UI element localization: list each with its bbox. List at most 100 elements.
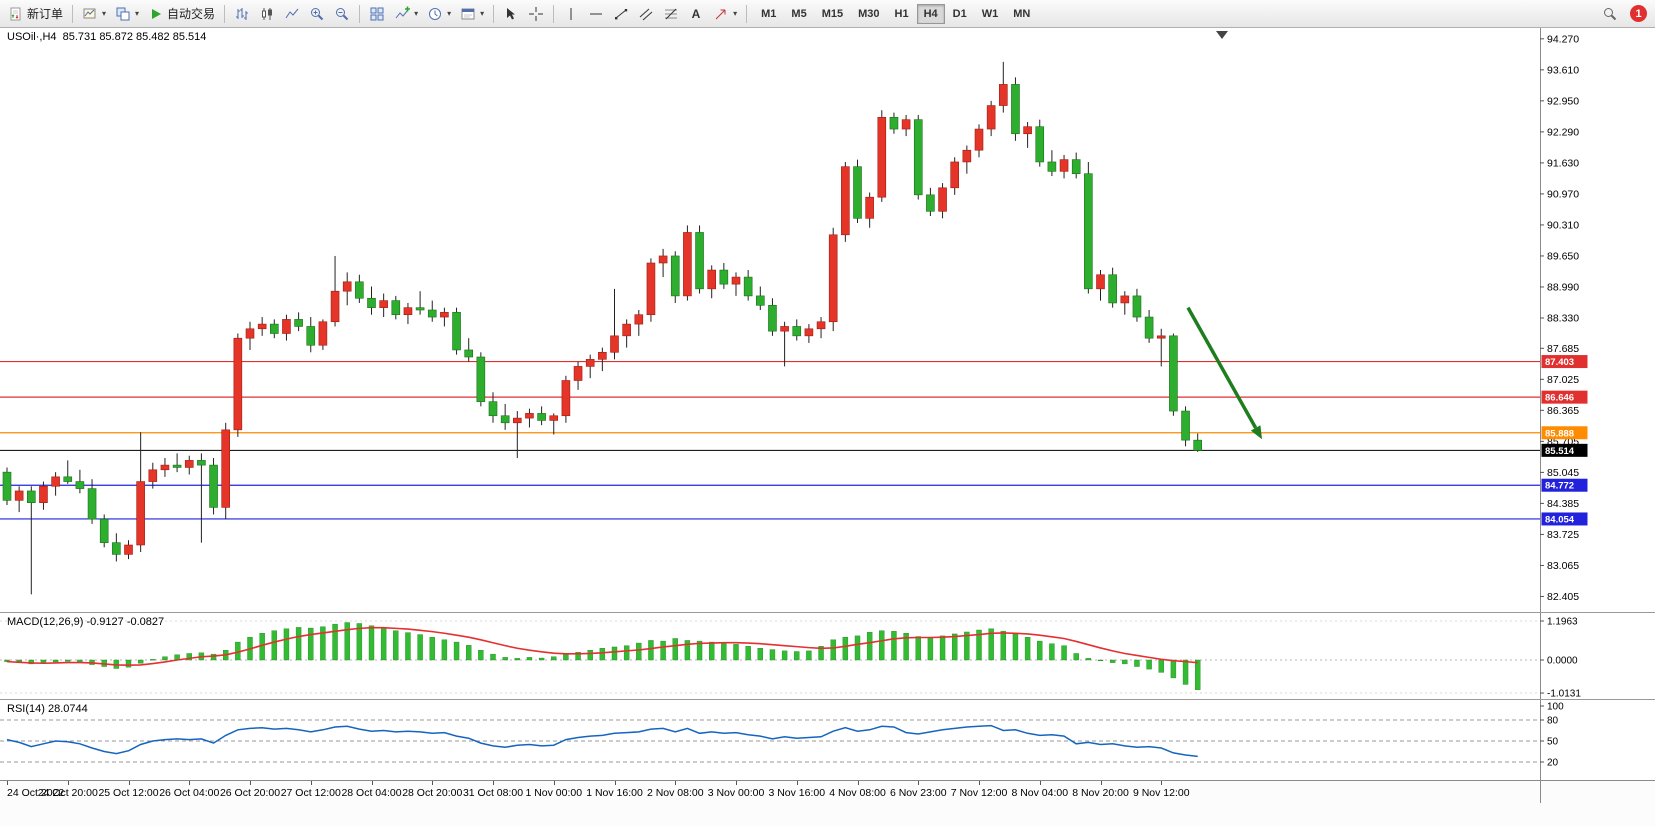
horizontal-line-button[interactable] [584, 3, 608, 25]
profiles-button[interactable]: ▾ [111, 3, 143, 25]
candle-up [634, 314, 644, 325]
candle-down [1132, 295, 1142, 318]
templates-icon [460, 6, 476, 22]
bar-chart-button[interactable] [230, 3, 254, 25]
macd-bar [1000, 631, 1006, 661]
macd-bar [429, 636, 435, 661]
timeframe-M30[interactable]: M30 [858, 7, 880, 20]
candle-up [136, 481, 145, 546]
macd-canvas[interactable]: 1.1963 0.0000 -1.0131 [0, 613, 1655, 699]
candle-down [452, 312, 461, 351]
candle-up [962, 149, 972, 163]
periods-button[interactable]: ▾ [423, 3, 455, 25]
text-icon: A [688, 6, 704, 22]
zoom-out-button[interactable] [330, 3, 354, 25]
macd-bar [842, 636, 849, 661]
macd-bar [599, 648, 606, 661]
vertical-line-button[interactable] [559, 3, 583, 25]
candle-up [780, 326, 789, 332]
zoom-in-button[interactable] [305, 3, 329, 25]
macd-bar [769, 649, 776, 661]
price-tick-label: 92.290 [1547, 126, 1579, 138]
candle-up [707, 269, 717, 290]
trendline-button[interactable] [609, 3, 633, 25]
candle-up [1120, 295, 1130, 304]
time-tick [189, 781, 191, 785]
tile-windows-button[interactable] [365, 3, 389, 25]
price-tag-label: 86.646 [1545, 393, 1574, 404]
cursor-button[interactable] [499, 3, 523, 25]
time-tick-label: 26 Oct 20:00 [219, 787, 281, 799]
arrows-button[interactable]: ▾ [709, 3, 741, 25]
macd-bar [393, 630, 399, 661]
timeframe-H4[interactable]: H4 [916, 3, 945, 24]
search-button[interactable] [1598, 3, 1622, 25]
timeframe-M1[interactable]: M1 [761, 7, 777, 20]
timeframe-W1[interactable]: W1 [981, 7, 999, 20]
time-tick-label: 8 Nov 20:00 [1072, 787, 1129, 799]
horizontal-lines [0, 360, 1540, 520]
price-tick-label: 87.025 [1547, 374, 1579, 386]
candle-down [427, 309, 437, 318]
macd-bar [1158, 659, 1164, 673]
time-tick [918, 781, 920, 785]
time-tick-label: 4 Nov 08:00 [829, 787, 886, 799]
main-chart-canvas[interactable]: 94.270 93.610 92.950 92.290 91.630 90.970 90.3… [0, 28, 1655, 612]
macd-bar [150, 659, 156, 661]
timeframe-MN[interactable]: MN [1013, 7, 1031, 20]
crosshair-button[interactable] [524, 3, 548, 25]
macd-panel[interactable]: 1.1963 0.0000 -1.0131 MACD(12,26,9) -0.912… [0, 612, 1655, 699]
price-tick-label: 90.310 [1547, 219, 1579, 231]
chart-shift-marker[interactable] [1216, 31, 1228, 39]
dropdown-caret: ▾ [135, 9, 140, 18]
equidistant-channel-button[interactable] [634, 3, 658, 25]
templates-button[interactable]: ▾ [456, 3, 488, 25]
dropdown-caret: ▾ [480, 9, 485, 18]
indicators-button[interactable]: ▾ [390, 3, 422, 25]
macd-bar [806, 650, 812, 661]
candle-down [488, 401, 498, 417]
macd-tick-label: 1.1963 [1547, 617, 1578, 628]
timeframe-D1[interactable]: D1 [952, 7, 967, 20]
candle-down [768, 304, 777, 332]
time-axis[interactable]: 24 Oct 2022 24 Oct 20:00 25 Oct 12:00 26 Oc… [0, 780, 1655, 803]
candlestick-chart-button[interactable] [255, 3, 279, 25]
macd-bar [1061, 645, 1067, 661]
macd-bar [709, 641, 715, 661]
line-chart-icon [284, 6, 300, 22]
time-tick-label: 2 Nov 08:00 [646, 787, 704, 799]
candle-up [598, 351, 607, 360]
price-axis[interactable]: 94.270 93.610 92.950 92.290 91.630 90.970 90.3… [1540, 33, 1579, 603]
macd-bar [466, 645, 472, 661]
macd-bar [453, 641, 460, 661]
price-tag-label: 85.514 [1545, 446, 1575, 457]
down-arrow-object[interactable] [1186, 306, 1258, 429]
candle-up [379, 300, 388, 308]
macd-bar [648, 640, 654, 661]
down-arrow-head[interactable] [1250, 425, 1262, 440]
main-chart-panel[interactable]: 94.270 93.610 92.950 92.290 91.630 90.970 90.3… [0, 28, 1655, 612]
notification-badge[interactable]: 1 [1630, 5, 1647, 22]
price-tag [1541, 426, 1588, 440]
auto-trading-button[interactable]: 自动交易 [144, 3, 219, 25]
macd-bar [660, 640, 666, 661]
fibonacci-button[interactable] [659, 3, 683, 25]
macd-bar [308, 627, 314, 661]
candle-down [1181, 410, 1190, 441]
rsi-canvas[interactable]: 100 80 50 20 [0, 700, 1655, 780]
line-chart-button[interactable] [280, 3, 304, 25]
candle-up [282, 319, 291, 334]
timeframe-M5[interactable]: M5 [791, 7, 807, 20]
macd-bar [1182, 659, 1189, 685]
time-tick [310, 781, 312, 785]
new-chart-button[interactable]: ▾ [78, 3, 110, 25]
timeframe-H1[interactable]: H1 [894, 7, 909, 20]
timeframe-M15[interactable]: M15 [821, 7, 844, 20]
new-order-button[interactable]: 新订单 [4, 3, 67, 25]
bottom-filler [0, 803, 1655, 826]
candle-down [306, 326, 316, 346]
candle-up [124, 544, 133, 555]
rsi-panel[interactable]: 100 80 50 20 RSI(14) 28.0744 [0, 699, 1655, 780]
candle-down [269, 323, 279, 334]
text-button[interactable]: A [684, 3, 708, 25]
